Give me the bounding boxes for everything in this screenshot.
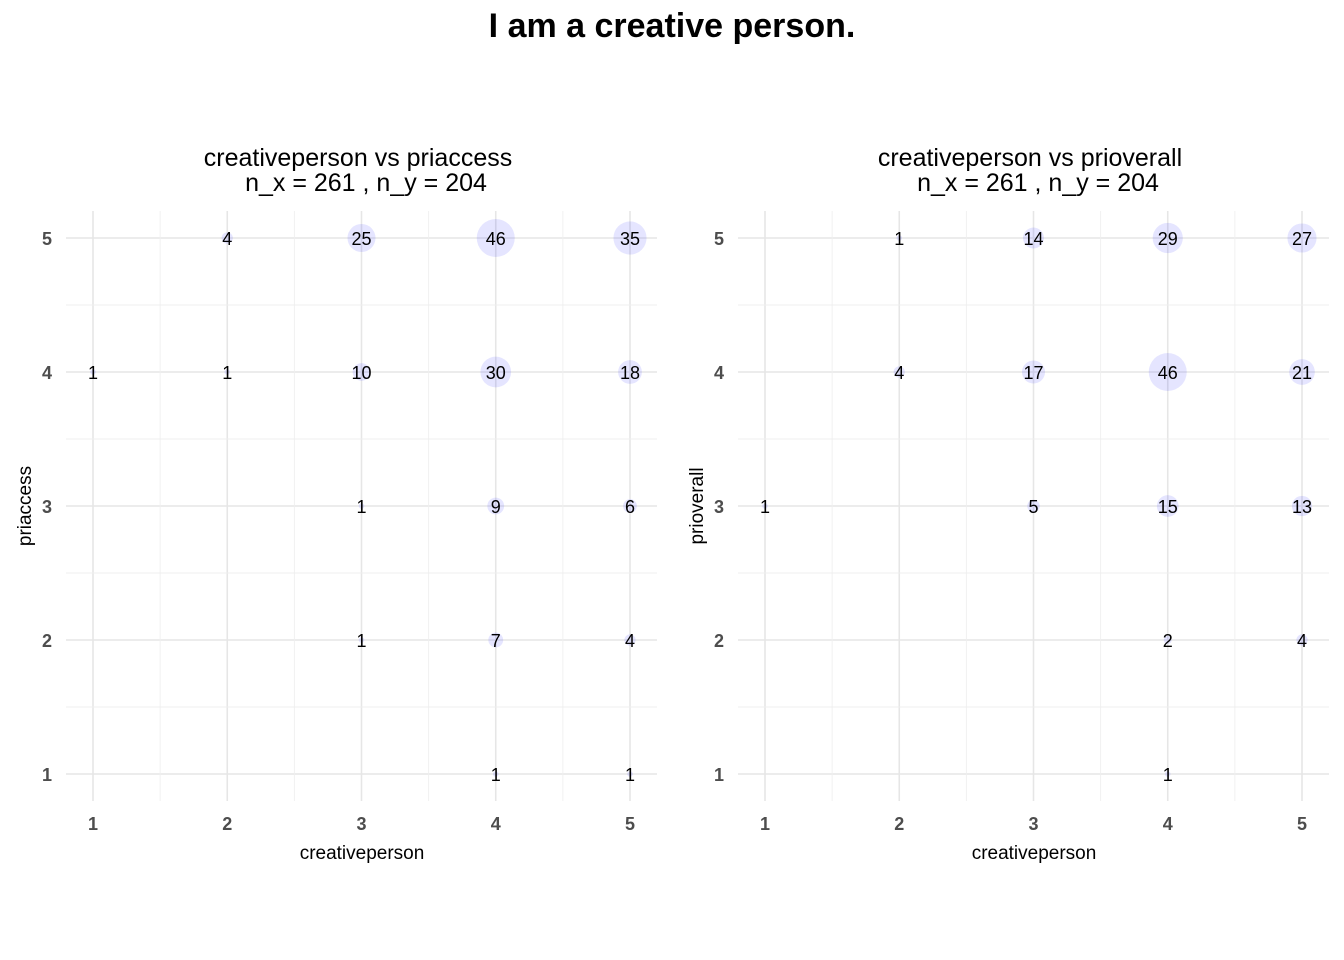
panel-subtitle: n_x = 261 , n_y = 204: [245, 169, 487, 197]
y-axis-title: prioverall: [687, 467, 708, 544]
y-tick-label: 3: [714, 497, 724, 517]
bubble-point: [90, 369, 96, 375]
bubble-point: [618, 360, 642, 384]
bubble-point: [1156, 495, 1179, 517]
x-tick-label: 2: [894, 814, 904, 834]
point-count-label: 46: [1158, 363, 1178, 383]
bubble-point: [1291, 495, 1313, 517]
x-tick-label: 1: [760, 814, 770, 834]
bubble-point: [1027, 499, 1040, 513]
y-tick-label: 4: [42, 363, 52, 383]
point-count-label: 4: [625, 631, 635, 651]
bubble-point: [1021, 360, 1046, 384]
point-count-label: 15: [1158, 497, 1178, 517]
bubble-point: [613, 221, 647, 255]
main-title: I am a creative person.: [489, 7, 856, 45]
x-tick-label: 3: [1028, 814, 1038, 834]
bubble-point: [487, 497, 505, 515]
bubble-point: [624, 634, 636, 646]
bubble-point: [1148, 353, 1187, 391]
point-count-label: 13: [1292, 497, 1312, 517]
bubble-point: [476, 219, 515, 257]
bubble-point: [762, 503, 768, 509]
x-tick-label: 2: [222, 814, 232, 834]
y-tick-label: 2: [714, 631, 724, 651]
x-tick-label: 5: [1297, 814, 1307, 834]
point-count-label: 6: [625, 497, 635, 517]
point-count-label: 2: [1163, 631, 1173, 651]
point-count-label: 9: [491, 497, 501, 517]
point-count-label: 25: [351, 229, 371, 249]
point-count-label: 17: [1023, 363, 1043, 383]
bubble-point: [358, 637, 365, 643]
bubble-point: [627, 771, 633, 777]
point-count-label: 1: [625, 765, 635, 785]
y-tick-label: 4: [714, 363, 724, 383]
y-tick-label: 5: [714, 229, 724, 249]
point-count-label: 10: [351, 363, 371, 383]
point-count-label: 21: [1292, 363, 1312, 383]
point-count-label: 1: [88, 363, 98, 383]
bubble-point: [347, 223, 376, 253]
x-tick-label: 4: [491, 814, 501, 834]
y-axis-title: priaccess: [15, 466, 36, 546]
y-tick-label: 1: [42, 765, 52, 785]
y-tick-label: 3: [42, 497, 52, 517]
x-tick-label: 3: [356, 814, 366, 834]
point-count-label: 1: [491, 765, 501, 785]
bubble-point: [1152, 222, 1183, 254]
bubble-point: [358, 503, 365, 509]
point-count-label: 4: [222, 229, 232, 249]
point-count-label: 7: [491, 631, 501, 651]
x-tick-label: 4: [1163, 814, 1173, 834]
point-count-label: 1: [1163, 765, 1173, 785]
bubble-point: [1023, 227, 1044, 249]
point-count-label: 5: [1028, 497, 1038, 517]
bubble-point: [1296, 634, 1308, 646]
point-count-label: 4: [894, 363, 904, 383]
point-count-label: 4: [1297, 631, 1307, 651]
panel-prioverall: creativeperson vs prioverall n_x = 261 ,…: [687, 144, 1329, 864]
bubble-point: [221, 232, 233, 244]
x-axis-title: creativeperson: [300, 843, 425, 864]
point-count-label: 18: [620, 363, 640, 383]
point-count-label: 27: [1292, 229, 1312, 249]
x-axis-title: creativeperson: [972, 843, 1097, 864]
y-tick-label: 1: [714, 765, 724, 785]
point-count-label: 14: [1023, 229, 1043, 249]
bubble-point: [352, 363, 371, 381]
point-count-label: 46: [486, 229, 506, 249]
bubble-point: [492, 771, 499, 777]
bubble-point: [896, 235, 903, 241]
x-tick-label: 1: [88, 814, 98, 834]
point-count-label: 1: [222, 363, 232, 383]
bubble-point: [1163, 636, 1172, 644]
point-count-label: 29: [1158, 229, 1178, 249]
x-tick-label: 5: [625, 814, 635, 834]
bubble-point: [893, 366, 905, 378]
bubble-point: [1287, 223, 1317, 253]
point-count-label: 35: [620, 229, 640, 249]
bubble-point: [488, 632, 504, 648]
panel-priaccess: creativeperson vs priaccess n_x = 261 , …: [15, 144, 657, 864]
bubble-point: [480, 356, 512, 388]
bubble-point: [623, 499, 637, 513]
point-count-label: 1: [356, 497, 366, 517]
y-tick-label: 5: [42, 229, 52, 249]
panel-title: creativeperson vs priaccess: [204, 144, 512, 172]
bubble-point: [1289, 359, 1315, 385]
plot-area: 1 2 3 4 5 1 2 3 4 5 4 25 46 35 1 1 10 30 18 1 9 6 1 7 4 1 1: [42, 211, 657, 834]
panel-subtitle: n_x = 261 , n_y = 204: [917, 169, 1159, 197]
bubble-point: [1164, 771, 1171, 777]
y-tick-label: 2: [42, 631, 52, 651]
panel-title: creativeperson vs prioverall: [878, 144, 1182, 172]
point-count-label: 1: [760, 497, 770, 517]
bubble-point: [224, 369, 231, 375]
point-count-label: 30: [486, 363, 506, 383]
point-count-label: 1: [894, 229, 904, 249]
point-count-label: 1: [356, 631, 366, 651]
